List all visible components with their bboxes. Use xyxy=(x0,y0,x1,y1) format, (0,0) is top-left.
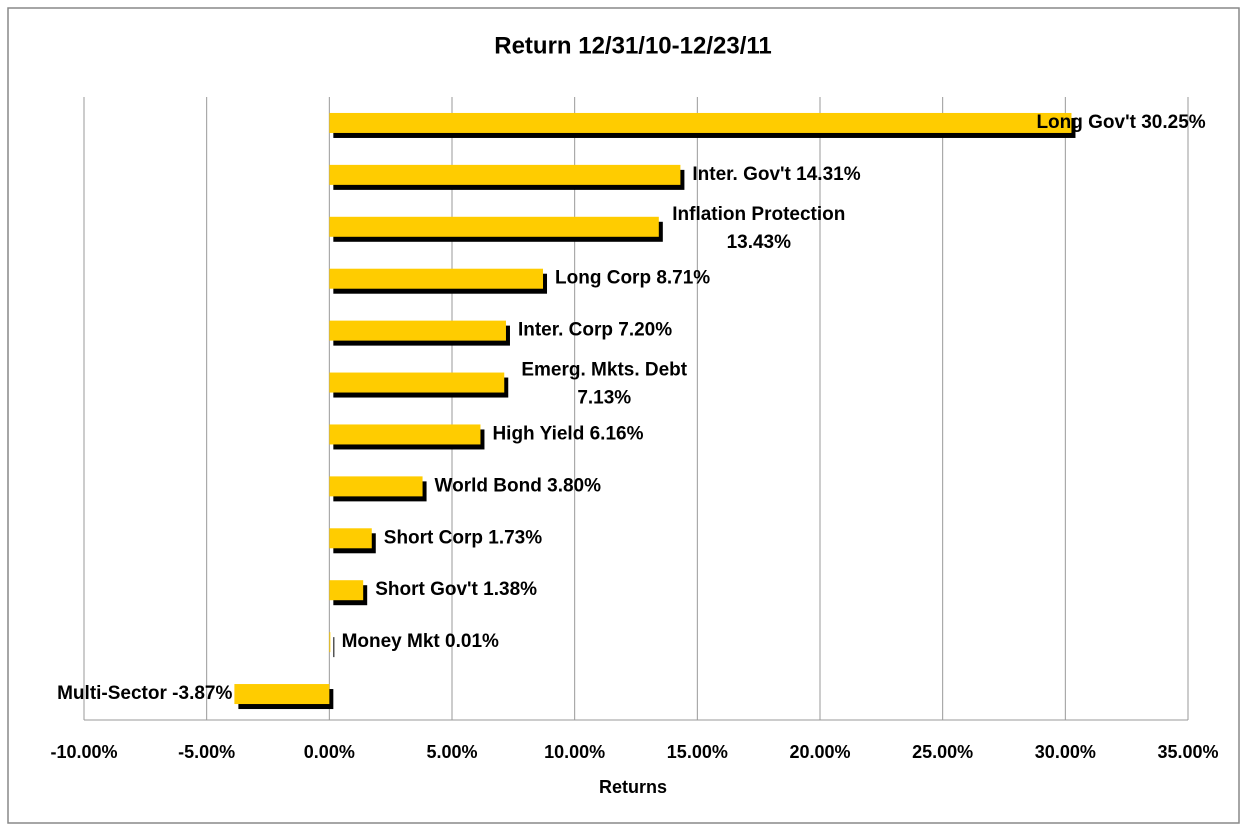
chart-frame xyxy=(7,7,1240,824)
chart-title: Return 12/31/10-12/23/11 xyxy=(494,32,772,59)
data-label-category: Inter. Gov't xyxy=(692,164,791,185)
x-axis-title: Returns xyxy=(599,777,667,797)
bar xyxy=(329,164,681,185)
bar xyxy=(329,372,505,393)
data-label-value: 7.20% xyxy=(618,320,672,341)
data-label: World Bond 3.80% xyxy=(435,475,602,496)
x-tick-label: 25.00% xyxy=(912,742,973,762)
bar xyxy=(329,476,423,497)
bar xyxy=(329,528,372,549)
bar xyxy=(234,684,330,705)
data-label-value: 13.43% xyxy=(727,232,792,253)
data-label-value: 1.38% xyxy=(483,579,537,600)
data-label-category: Multi-Sector xyxy=(57,683,167,704)
bar xyxy=(329,580,364,601)
data-label-category: High Yield xyxy=(492,423,584,444)
data-label: High Yield 6.16% xyxy=(492,423,643,444)
data-label-category: Inter. Corp xyxy=(518,320,613,341)
data-label-value: 14.31% xyxy=(796,164,861,185)
data-label-category: Long Corp xyxy=(555,268,651,289)
data-label-category: Short Corp xyxy=(384,527,483,548)
bar xyxy=(329,268,544,289)
x-tick-label: -10.00% xyxy=(50,742,117,762)
x-tick-label: -5.00% xyxy=(178,742,235,762)
data-label-value: 7.13% xyxy=(577,388,631,409)
data-label-category: Emerg. Mkts. Debt xyxy=(521,360,687,381)
data-label: Long Corp 8.71% xyxy=(555,268,710,289)
data-label: Short Gov't 1.38% xyxy=(375,579,537,600)
data-label: Money Mkt 0.01% xyxy=(342,631,499,652)
data-label-value: -3.87% xyxy=(172,683,232,704)
x-tick-label: 30.00% xyxy=(1035,742,1096,762)
bar xyxy=(329,112,1072,133)
data-label-category: World Bond xyxy=(435,475,542,496)
data-label-value: 6.16% xyxy=(590,423,644,444)
bar-shadow xyxy=(333,637,335,658)
data-label: Long Gov't 30.25% xyxy=(1036,112,1205,133)
data-label-category: Short Gov't xyxy=(375,579,478,600)
bar xyxy=(329,632,331,653)
data-label: Multi-Sector -3.87% xyxy=(57,683,232,704)
bar xyxy=(329,320,506,341)
data-label-value: 0.01% xyxy=(445,631,499,652)
data-label-category: Money Mkt xyxy=(342,631,441,652)
x-tick-label: 20.00% xyxy=(789,742,850,762)
data-label: Short Corp 1.73% xyxy=(384,527,542,548)
data-label-value: 3.80% xyxy=(547,475,601,496)
bar xyxy=(329,216,659,237)
data-label: Inter. Gov't 14.31% xyxy=(692,164,860,185)
data-label-category: Long Gov't xyxy=(1036,112,1136,133)
data-label-value: 30.25% xyxy=(1141,112,1206,133)
bar xyxy=(329,424,481,445)
data-label-value: 1.73% xyxy=(488,527,542,548)
x-tick-label: 10.00% xyxy=(544,742,605,762)
data-label: Inter. Corp 7.20% xyxy=(518,320,672,341)
x-tick-label: 15.00% xyxy=(667,742,728,762)
x-tick-label: 5.00% xyxy=(426,742,477,762)
data-label-category: Inflation Protection xyxy=(672,204,845,225)
x-tick-label: 35.00% xyxy=(1157,742,1218,762)
x-tick-label: 0.00% xyxy=(304,742,355,762)
data-label-value: 8.71% xyxy=(656,268,710,289)
